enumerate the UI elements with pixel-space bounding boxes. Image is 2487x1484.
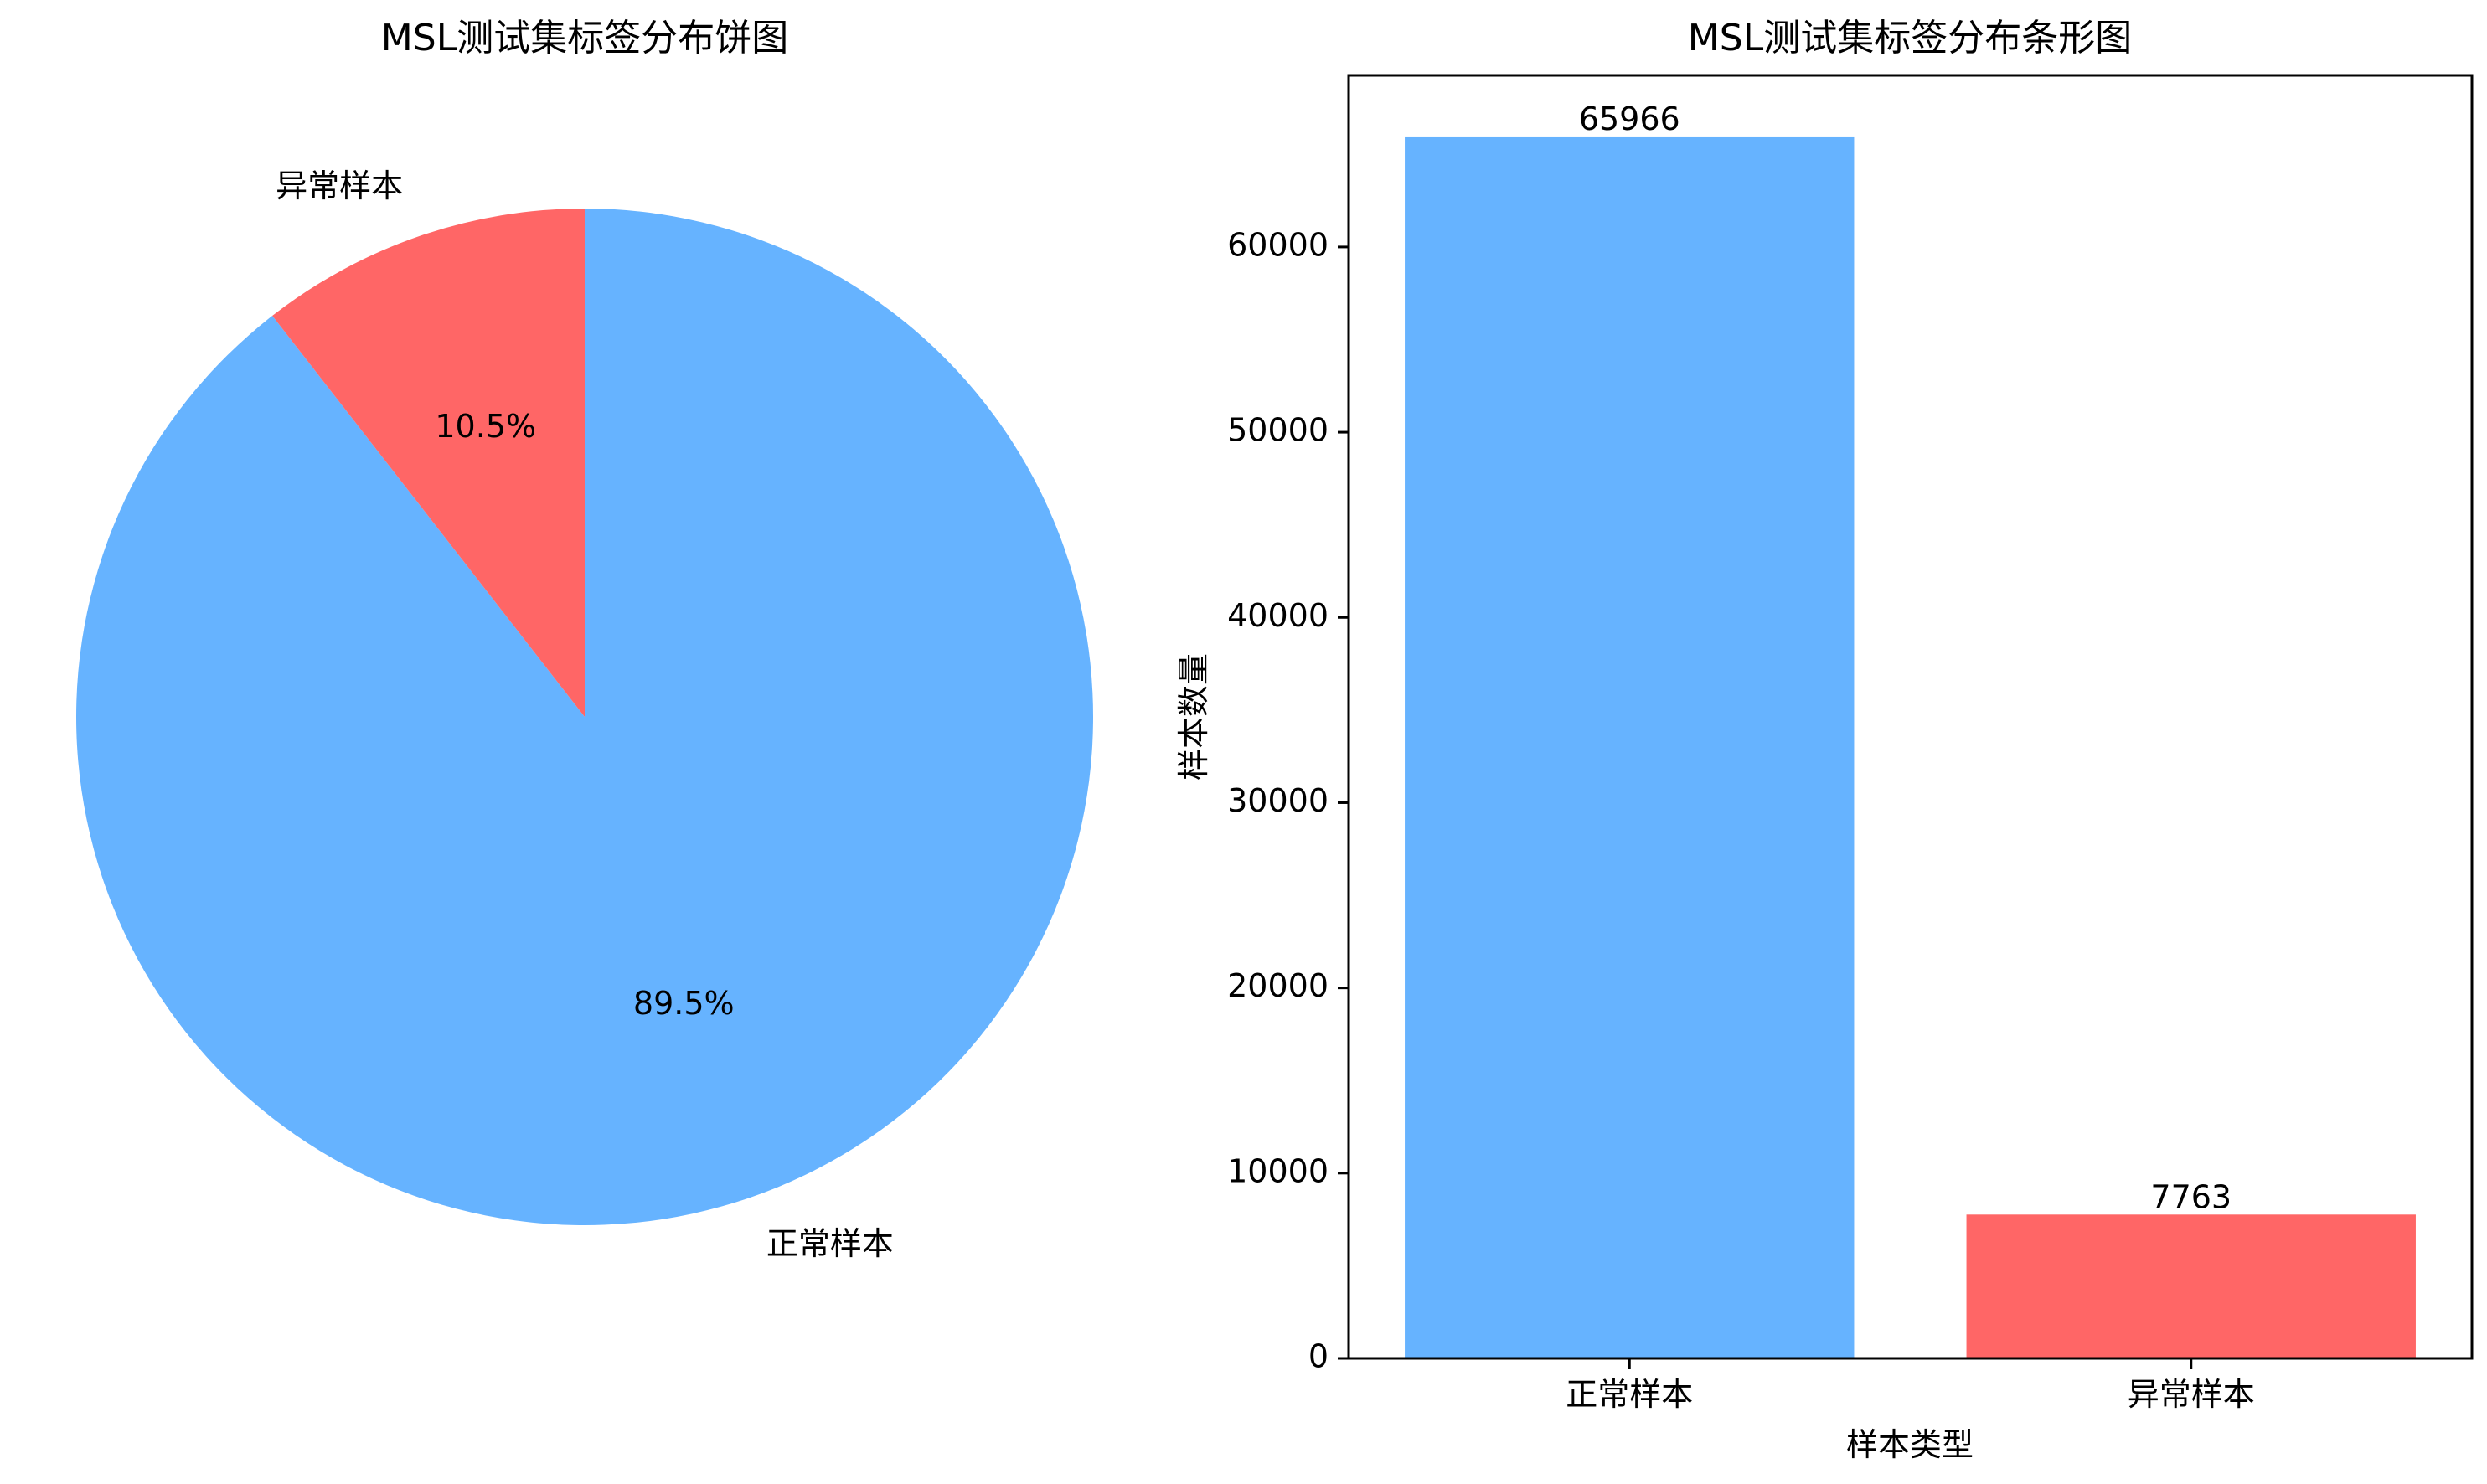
pie-chart-title: MSL测试集标签分布饼图	[381, 17, 788, 59]
y-tick-label: 20000	[1227, 967, 1329, 1004]
x-tick-label-正常样本: 正常样本	[1566, 1376, 1693, 1413]
bar-chart-axes-frame	[1347, 74, 2474, 1360]
y-tick-label: 30000	[1227, 782, 1329, 819]
y-tick-label: 60000	[1227, 226, 1329, 263]
bar-value-label-正常样本: 65966	[1579, 100, 1680, 137]
pie-category-label-正常样本: 正常样本	[766, 1225, 894, 1262]
pie-percent-label-正常样本: 89.5%	[633, 985, 735, 1022]
bar-chart-title: MSL测试集标签分布条形图	[1688, 17, 2132, 59]
y-tick-label: 0	[1308, 1338, 1329, 1375]
bar-chart-x-axis-label: 样本类型	[1846, 1426, 1974, 1463]
bar-正常样本	[1405, 136, 1855, 1359]
pie-chart: MSL测试集标签分布饼图 89.5% 正常样本 10.5% 异常样本	[76, 17, 1094, 1262]
pie-category-label-异常样本: 异常样本	[276, 167, 403, 204]
y-tick-label: 50000	[1227, 412, 1329, 449]
bar-chart: MSL测试集标签分布条形图 65966 7763 0 10000 20000 30000…	[1175, 17, 2474, 1463]
pie-percent-label-异常样本: 10.5%	[435, 408, 536, 445]
pie-slice-异常样本	[272, 209, 585, 717]
bar-chart-y-axis-label: 样本数量	[1175, 653, 1212, 781]
bar-value-label-异常样本: 7763	[2150, 1178, 2232, 1215]
x-tick-label-异常样本: 异常样本	[2128, 1376, 2255, 1413]
y-tick-label: 10000	[1227, 1152, 1329, 1189]
y-tick-label: 40000	[1227, 597, 1329, 634]
bar-异常样本	[1966, 1214, 2416, 1358]
